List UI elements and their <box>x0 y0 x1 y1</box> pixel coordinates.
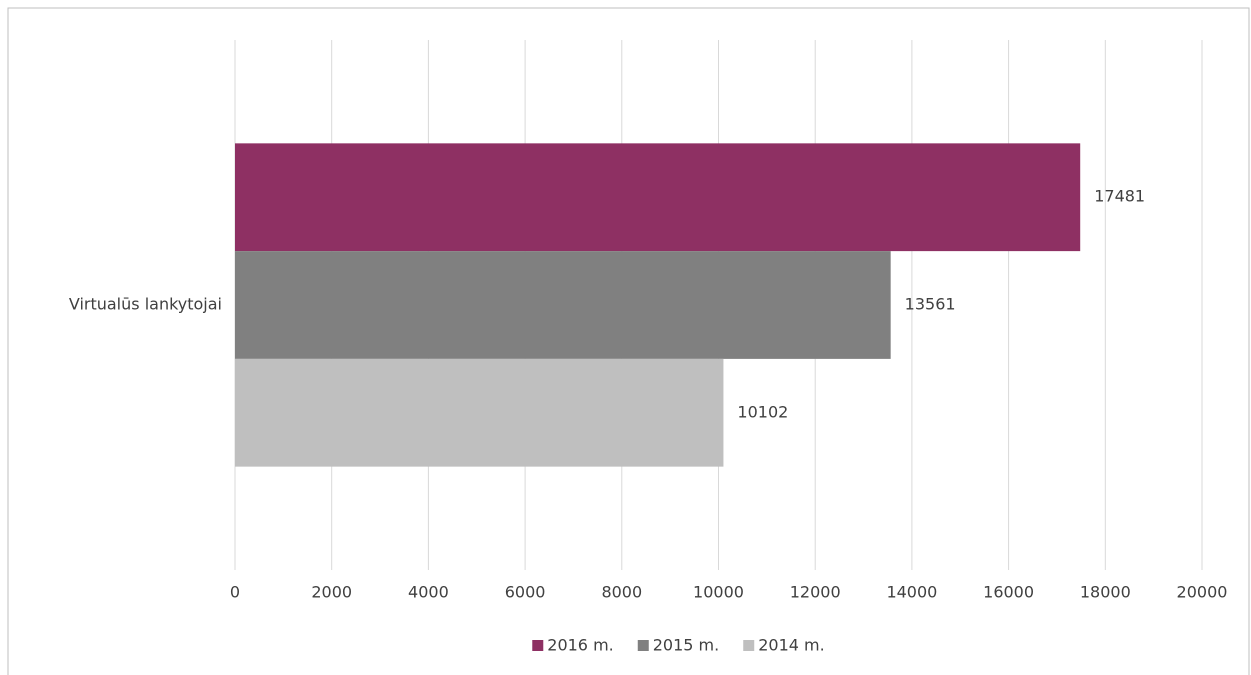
data-label: 17481 <box>1094 187 1145 206</box>
data-label: 10102 <box>737 402 788 421</box>
x-tick-label: 8000 <box>601 583 642 602</box>
y-tick-label: Virtualūs lankytojai <box>69 295 222 314</box>
x-tick-label: 6000 <box>505 583 546 602</box>
x-tick-label: 20000 <box>1177 583 1228 602</box>
x-tick-label: 10000 <box>693 583 744 602</box>
legend-label: 2014 m. <box>758 636 824 655</box>
x-tick-label: 14000 <box>886 583 937 602</box>
chart-border <box>7 7 1250 675</box>
bar <box>235 143 1081 252</box>
x-tick-label: 4000 <box>408 583 449 602</box>
legend-swatch <box>743 640 755 651</box>
bar <box>235 251 891 359</box>
x-tick-label: 16000 <box>983 583 1034 602</box>
x-tick-label: 12000 <box>790 583 841 602</box>
bar <box>235 358 724 467</box>
x-tick-label: 2000 <box>311 583 352 602</box>
legend-label: 2016 m. <box>547 636 613 655</box>
x-tick-label: 0 <box>230 583 240 602</box>
legend-swatch <box>637 640 649 651</box>
x-tick-label: 18000 <box>1080 583 1131 602</box>
legend-label: 2015 m. <box>653 636 719 655</box>
data-label: 13561 <box>905 295 956 314</box>
legend-swatch <box>532 640 544 651</box>
